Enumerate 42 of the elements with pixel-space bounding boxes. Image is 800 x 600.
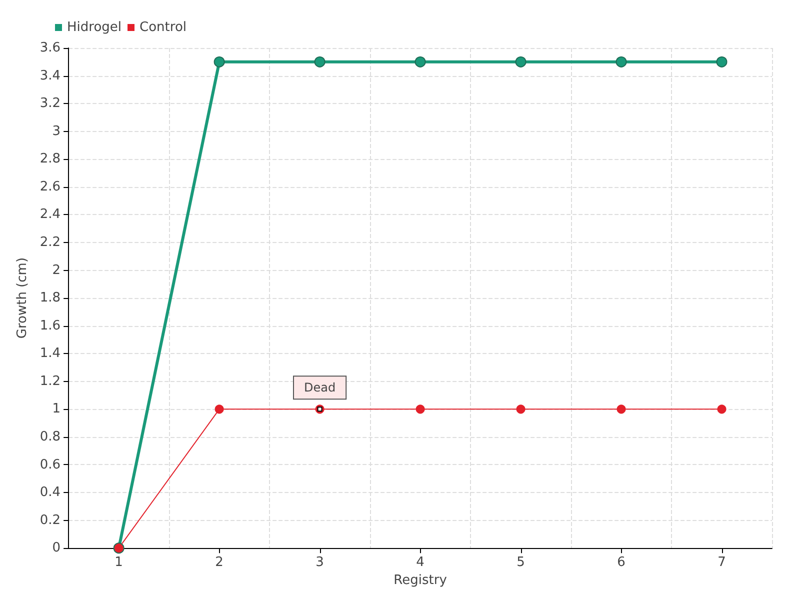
y-tick-label: 0.8 xyxy=(40,429,61,444)
point xyxy=(214,56,225,68)
y-axis-title: Growth (cm) xyxy=(15,257,30,339)
y-tick-label: 0.4 xyxy=(40,485,61,500)
point xyxy=(414,56,426,68)
y-tick-label: 0.2 xyxy=(40,512,61,528)
point xyxy=(516,404,526,414)
x-tick-label: 1 xyxy=(114,555,123,570)
point xyxy=(616,404,626,414)
point xyxy=(616,56,627,68)
point xyxy=(214,404,224,414)
y-tick-label: 1.6 xyxy=(40,318,61,334)
point xyxy=(314,56,326,68)
y-tick-label: 3.4 xyxy=(40,68,61,84)
y-tick-label: 2.2 xyxy=(40,234,61,250)
y-tick-label: 1.2 xyxy=(40,374,61,389)
point xyxy=(717,404,726,414)
point xyxy=(716,56,728,68)
y-tick-label: 3.2 xyxy=(40,96,61,112)
legend-label: Hidrogel xyxy=(67,20,122,35)
x-tick-label: 5 xyxy=(516,555,525,570)
x-tick-label: 3 xyxy=(316,555,324,570)
x-tick-label: 6 xyxy=(617,555,626,570)
y-tick-label: 1.4 xyxy=(40,346,61,362)
y-tick-label: 3 xyxy=(52,124,61,139)
y-tick-label: 2 xyxy=(52,262,61,278)
legend-label: Control xyxy=(140,20,187,35)
y-tick-label: 2.4 xyxy=(40,207,61,222)
x-tick-label: 2 xyxy=(215,555,224,570)
x-tick-label: 7 xyxy=(718,555,726,570)
x-axis-title: Registry xyxy=(394,573,448,588)
y-tick-label: 3.6 xyxy=(40,40,61,56)
point xyxy=(515,56,526,68)
y-tick-label: 1.8 xyxy=(40,290,61,306)
y-tick-label: 2.8 xyxy=(40,152,61,167)
y-tick-label: 0.6 xyxy=(40,457,61,472)
annotation: Dead xyxy=(304,380,336,395)
x-tick-label: 4 xyxy=(416,555,424,570)
y-tick-label: 2.6 xyxy=(40,179,61,194)
y-tick-label: 1 xyxy=(52,402,61,417)
y-tick-label: 0 xyxy=(52,540,61,556)
point xyxy=(416,404,425,414)
